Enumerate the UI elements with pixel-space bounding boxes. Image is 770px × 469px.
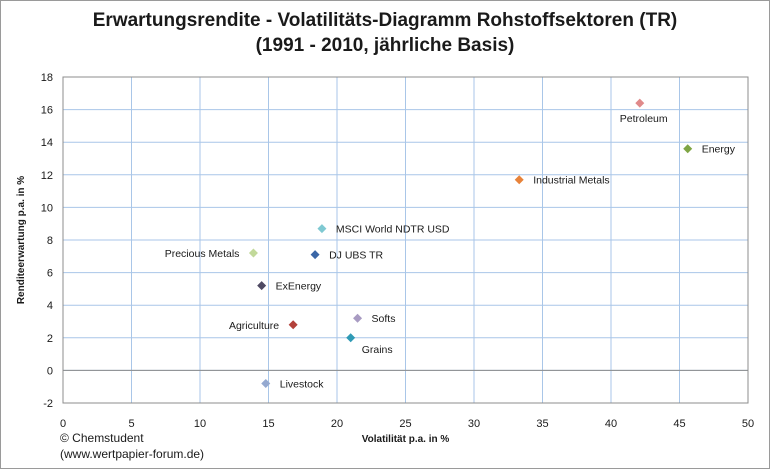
point-energy [683, 144, 693, 154]
x-tick-label: 10 [194, 418, 206, 430]
x-axis-label: Volatilität p.a. in % [362, 434, 450, 445]
y-tick-label: 12 [41, 170, 53, 182]
x-tick-label: 15 [262, 418, 274, 430]
y-axis-ticks: -2 0 2 4 6 8 10 12 14 16 18 [41, 72, 53, 410]
point-label-precious-metals: Precious Metals [165, 248, 240, 260]
y-tick-label: 10 [41, 202, 53, 214]
x-tick-label: 45 [673, 418, 685, 430]
credit-text: © Chemstudent (www.wertpapier-forum.de) [60, 430, 204, 462]
point-industrial-metals [514, 175, 524, 185]
y-tick-label: -2 [43, 398, 53, 410]
point-livestock [261, 378, 271, 388]
point-agriculture [288, 320, 298, 330]
point-label-petroleum: Petroleum [620, 113, 668, 125]
x-tick-label: 30 [468, 418, 480, 430]
point-exenergy [257, 281, 267, 291]
credit-line-1: © Chemstudent [60, 431, 144, 445]
x-axis-ticks: 0 5 10 15 20 25 30 35 40 45 50 [60, 418, 754, 430]
point-grains [346, 333, 356, 343]
point-label-agriculture: Agriculture [229, 320, 279, 332]
plot-area [62, 76, 749, 404]
y-tick-label: 6 [47, 268, 53, 280]
x-tick-label: 5 [128, 418, 134, 430]
y-tick-label: 4 [47, 300, 53, 312]
point-label-livestock: Livestock [280, 378, 325, 390]
x-tick-label: 25 [399, 418, 411, 430]
x-tick-label: 40 [605, 418, 617, 430]
point-label-grains: Grains [362, 344, 393, 356]
point-label-exenergy: ExEnergy [276, 281, 322, 293]
point-precious-metals [248, 248, 258, 258]
point-label-softs: Softs [372, 313, 396, 325]
point-label-msci-world-ndtr-usd: MSCI World NDTR USD [336, 224, 450, 236]
y-tick-label: 2 [47, 333, 53, 345]
y-tick-label: 16 [41, 105, 53, 117]
x-tick-label: 35 [536, 418, 548, 430]
y-tick-label: 18 [41, 72, 53, 84]
point-petroleum [635, 98, 645, 108]
point-label-energy: Energy [702, 144, 736, 156]
x-tick-label: 0 [60, 418, 66, 430]
point-dj-ubs-tr [310, 250, 320, 260]
point-msci-world-ndtr-usd [317, 224, 327, 234]
x-tick-label: 20 [331, 418, 343, 430]
credit-line-2: (www.wertpapier-forum.de) [60, 447, 205, 461]
title-line-1: Erwartungsrendite - Volatilitäts-Diagram… [92, 10, 678, 31]
data-points: Petroleum Energy Industrial Metals MSCI Wor… [165, 98, 736, 390]
y-tick-label: 0 [47, 365, 53, 377]
chart-title: Erwartungsrendite - Volatilitäts-Diagram… [0, 8, 770, 58]
y-tick-label: 8 [47, 235, 53, 247]
grid-lines [62, 76, 749, 404]
y-axis-label: Renditeerwartung p.a. in % [16, 176, 27, 304]
y-tick-label: 14 [41, 137, 53, 149]
point-label-dj-ubs-tr: DJ UBS TR [329, 250, 383, 262]
title-line-2: (1991 - 2010, jährliche Basis) [255, 35, 515, 56]
x-tick-label: 50 [742, 418, 754, 430]
point-label-industrial-metals: Industrial Metals [533, 175, 609, 187]
point-softs [353, 313, 363, 323]
